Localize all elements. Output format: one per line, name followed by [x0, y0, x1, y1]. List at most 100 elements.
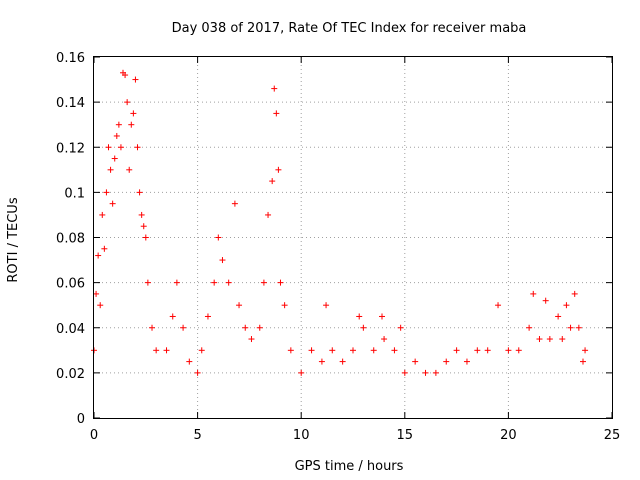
data-point [231, 200, 238, 207]
data-point [117, 144, 124, 151]
data-point [225, 279, 232, 286]
data-point [484, 347, 491, 354]
y-tick-label: 0.08 [56, 232, 85, 247]
data-point [463, 358, 470, 365]
y-tick-label: 0.16 [56, 51, 85, 66]
data-point [173, 279, 180, 286]
data-point [153, 347, 160, 354]
data-point [242, 324, 249, 331]
data-point [443, 358, 450, 365]
data-point [144, 279, 151, 286]
data-point [95, 252, 102, 259]
data-point [555, 313, 562, 320]
data-point [260, 279, 267, 286]
data-point [180, 324, 187, 331]
data-point [339, 358, 346, 365]
data-point [379, 313, 386, 320]
plot-frame [93, 56, 613, 419]
y-tick-label: 0 [77, 412, 85, 427]
data-point [546, 336, 553, 343]
data-point [536, 336, 543, 343]
data-point [219, 257, 226, 264]
data-point [198, 347, 205, 354]
data-point [115, 121, 122, 128]
x-tick-label: 15 [397, 428, 414, 443]
data-point [124, 99, 131, 106]
data-point [256, 324, 263, 331]
data-point [186, 358, 193, 365]
data-point [132, 76, 139, 83]
data-point [356, 313, 363, 320]
y-axis-label: ROTI / TECUs [6, 197, 21, 282]
data-point [101, 245, 108, 252]
data-point [412, 358, 419, 365]
data-point [111, 155, 118, 162]
data-point [122, 72, 129, 79]
data-point [526, 324, 533, 331]
data-point [134, 144, 141, 151]
data-point [204, 313, 211, 320]
x-axis-label: GPS time / hours [295, 459, 404, 474]
y-tick-label: 0.14 [56, 96, 85, 111]
data-point [542, 297, 549, 304]
data-point [211, 279, 218, 286]
y-tick-label: 0.02 [56, 367, 85, 382]
data-point [505, 347, 512, 354]
axis-ticks: 0 5 10 15 20 25 0 0.02 0.04 0.06 0.08 0.1 0.12 0.14 0.… [56, 51, 620, 443]
data-point [128, 121, 135, 128]
data-point [113, 132, 120, 139]
data-points [91, 69, 589, 376]
data-point [323, 302, 330, 309]
data-point [107, 166, 114, 173]
data-point [474, 347, 481, 354]
data-point [163, 347, 170, 354]
data-point [329, 347, 336, 354]
y-tick-label: 0.12 [56, 141, 85, 156]
data-point [215, 234, 222, 241]
x-tick-label: 0 [90, 428, 98, 443]
grid-lines [94, 57, 612, 418]
data-point [105, 144, 112, 151]
data-point [575, 324, 582, 331]
x-tick-label: 25 [604, 428, 621, 443]
data-point [271, 85, 278, 92]
data-point [391, 347, 398, 354]
data-point [350, 347, 356, 354]
data-point [381, 336, 388, 343]
data-point [265, 211, 272, 218]
data-point [277, 279, 284, 286]
x-tick-label: 10 [293, 428, 310, 443]
data-point [567, 324, 574, 331]
data-point [136, 189, 143, 196]
data-point [515, 347, 522, 354]
data-point [308, 347, 315, 354]
data-point [269, 178, 276, 185]
data-point [149, 324, 156, 331]
data-point [571, 290, 578, 297]
data-point [432, 369, 439, 376]
data-point [559, 336, 566, 343]
chart-title: Day 038 of 2017, Rate Of TEC Index for r… [172, 21, 527, 36]
data-point [99, 211, 106, 218]
data-point [397, 324, 404, 331]
data-point [318, 358, 325, 365]
data-point [579, 358, 586, 365]
data-point [370, 347, 377, 354]
data-point [97, 302, 104, 309]
data-point [401, 369, 408, 376]
x-tick-label: 5 [193, 428, 201, 443]
data-point [298, 369, 305, 376]
data-point [126, 166, 133, 173]
data-point [453, 347, 460, 354]
data-point [109, 200, 116, 207]
data-point [169, 313, 176, 320]
data-point [530, 290, 537, 297]
y-tick-label: 0.04 [56, 322, 85, 337]
data-point [563, 302, 570, 309]
data-point [275, 166, 282, 173]
data-point [495, 302, 502, 309]
data-point [103, 189, 110, 196]
y-tick-label: 0.1 [64, 186, 85, 201]
y-tick-label: 0.06 [56, 277, 85, 292]
